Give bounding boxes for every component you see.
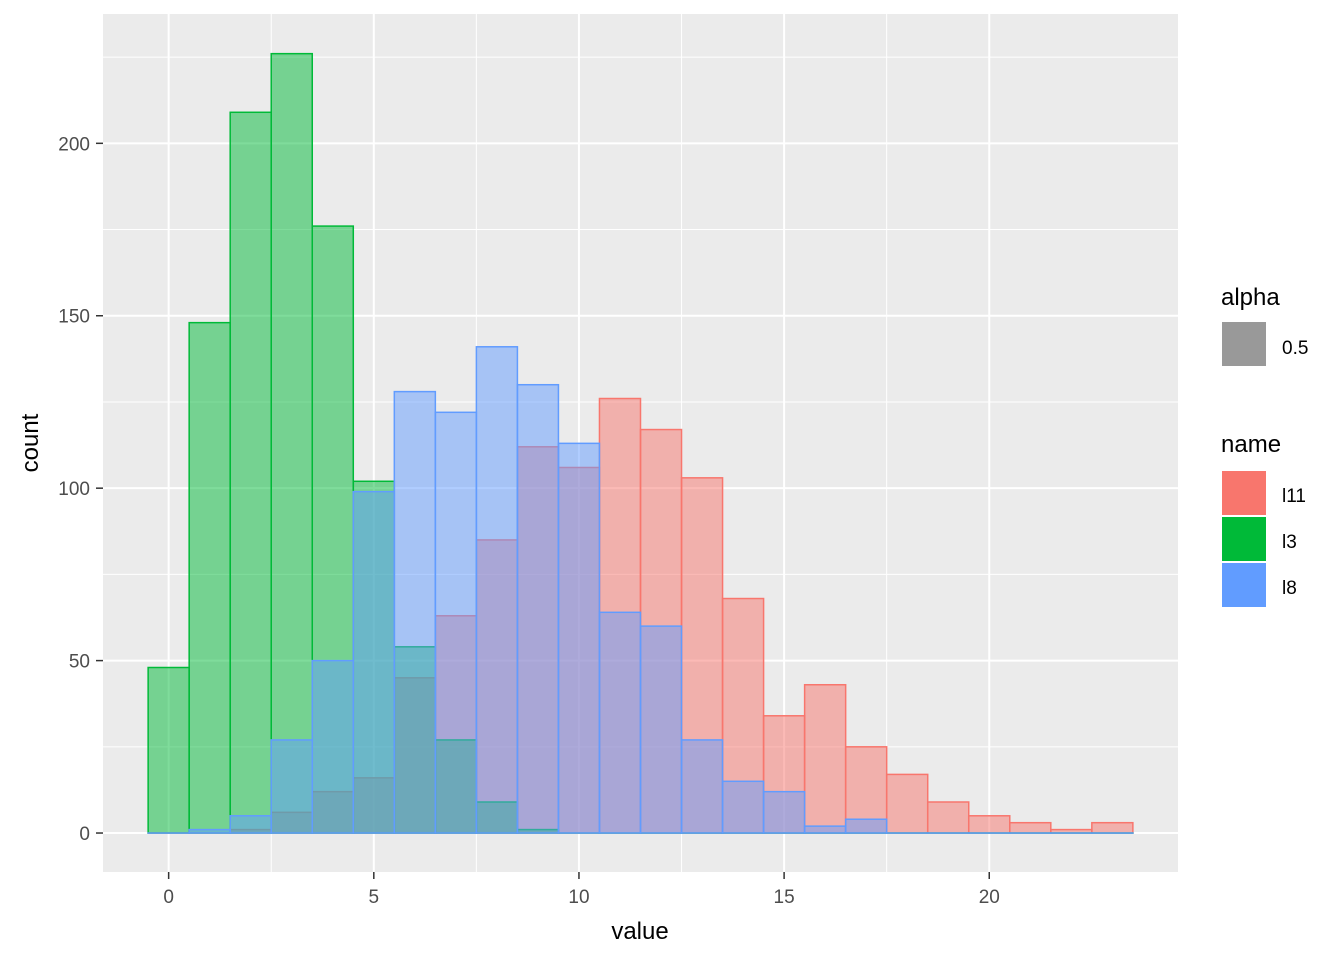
legend-key-alpha: [1222, 322, 1266, 366]
bar-l3-bin-2: [229, 111, 272, 834]
bar-l8-bin-4: [311, 659, 355, 834]
bar-l11-bin-19: [926, 801, 970, 834]
bar-l11-bin-18: [885, 773, 929, 834]
bar-l3-bin-3: [270, 52, 314, 834]
bar-l8-bin-15: [762, 790, 806, 834]
legend-key-l8: [1222, 563, 1266, 607]
bar-l3-bin-0: [147, 666, 190, 834]
bar-l8-bin-12: [639, 625, 683, 834]
y-tick-label: 0: [79, 824, 90, 845]
legend-label-l3: l3: [1282, 532, 1297, 553]
x-tick-label: 15: [774, 887, 795, 908]
bar-l8-bin-17: [844, 818, 888, 834]
bar-l8-bin-14: [721, 780, 765, 834]
legend-key-l3: [1222, 517, 1266, 561]
bar-l8-bin-5: [352, 490, 396, 834]
bar-l11-bin-23: [1091, 821, 1134, 834]
bar-l8-bin-6: [393, 390, 437, 834]
x-axis-title: value: [611, 918, 668, 945]
y-tick-label: 50: [69, 652, 90, 673]
bar-l8-bin-1: [188, 828, 231, 834]
bar-l8-bin-2: [229, 815, 272, 834]
x-tick-label: 0: [163, 887, 174, 908]
legend-keys-name: l11 l3 l8: [1222, 471, 1306, 607]
y-tick-label: 100: [58, 479, 90, 500]
legend-label-alpha: 0.5: [1282, 338, 1308, 359]
bar-l8-bin-9: [516, 383, 560, 834]
y-tick-label: 150: [58, 307, 90, 328]
bar-l3-bin-1: [188, 321, 231, 834]
bar-l8-bin-7: [434, 411, 478, 834]
bar-l8-bin-3: [270, 739, 314, 834]
legend: alpha 0.5 name l11 l3 l8: [1221, 284, 1308, 607]
bars: [147, 52, 1134, 834]
legend-label-l11: l11: [1282, 486, 1306, 507]
bar-l11-bin-20: [967, 815, 1011, 834]
x-tick-label: 10: [568, 887, 589, 908]
bar-l8-bin-8: [475, 346, 519, 834]
x-tick-label: 5: [369, 887, 380, 908]
x-tick-label: 20: [979, 887, 1000, 908]
bar-l8-bin-10: [557, 442, 601, 834]
legend-key-l11: [1222, 471, 1266, 515]
bar-l8-bin-13: [680, 739, 724, 834]
bar-l11-bin-21: [1009, 821, 1052, 834]
series-l8: [147, 346, 1134, 834]
y-tick-label: 200: [58, 134, 90, 155]
bar-l8-bin-11: [598, 611, 642, 834]
legend-label-l8: l8: [1282, 578, 1297, 599]
legend-title-alpha: alpha: [1221, 284, 1280, 311]
bar-l11-bin-16: [803, 683, 847, 834]
legend-title-name: name: [1221, 431, 1281, 458]
y-axis-title: count: [17, 413, 44, 472]
bar-l8-bin-16: [803, 825, 847, 834]
